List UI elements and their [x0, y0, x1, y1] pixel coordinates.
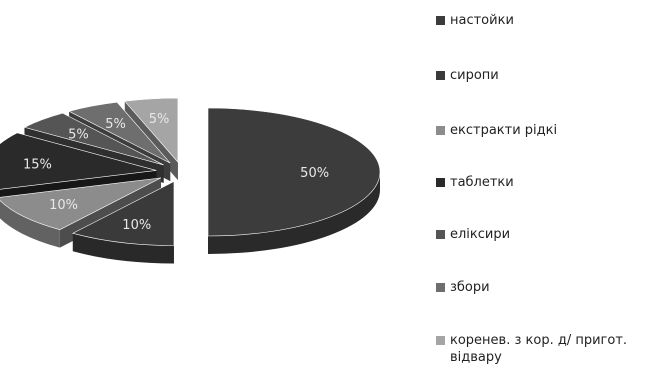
pie-slice-label: 5%	[105, 117, 126, 132]
legend-item-elixirs: еліксири	[436, 226, 655, 243]
pie-slice	[72, 181, 175, 246]
pie-slice-rim	[208, 172, 380, 254]
pie-slice	[68, 101, 171, 164]
pie-slice	[0, 177, 162, 230]
pie-slice-label: 50%	[300, 166, 329, 181]
legend-label: коренев. з кор. д/ пригот. відвару	[450, 333, 628, 365]
pie-slice-group: 50%	[207, 107, 381, 254]
legend-item-root-decoction: коренев. з кор. д/ пригот. відвару	[436, 332, 655, 366]
pie-slice-label: 10%	[122, 218, 151, 233]
legend-swatch	[436, 283, 445, 292]
legend-swatch	[436, 71, 445, 80]
pie-slice-rim	[72, 233, 174, 264]
legend-label: настойки	[450, 13, 514, 28]
legend-item-syrups: сиропи	[436, 67, 655, 84]
pie-slice	[23, 112, 164, 166]
pie-slice-label: 15%	[23, 157, 52, 172]
legend-label: еліксири	[450, 227, 511, 242]
legend-label: збори	[450, 280, 490, 295]
legend-label: екстракти рідкі	[450, 123, 558, 138]
legend-swatch	[436, 178, 445, 187]
pie-slice	[124, 97, 179, 163]
legend-swatch	[436, 230, 445, 239]
pie-slice-label: 5%	[149, 112, 170, 127]
pie-slice	[207, 107, 381, 237]
pie-slice	[0, 132, 157, 190]
legend-item-liquid-extracts: екстракти рідкі	[436, 122, 655, 139]
pie-slice-group: 10%	[72, 181, 175, 264]
legend-item-tinctures: настойки	[436, 12, 655, 29]
legend-item-herbal-collections: збори	[436, 279, 655, 296]
legend-swatch	[436, 336, 445, 345]
legend-swatch	[436, 16, 445, 25]
pie-slice-label: 10%	[49, 198, 78, 213]
legend-label: таблетки	[450, 175, 514, 190]
legend-item-tablets: таблетки	[436, 174, 655, 191]
legend-swatch	[436, 126, 445, 135]
chart-legend: настойки сиропи екстракти рідкі таблетки…	[436, 0, 661, 382]
pie-slice-label: 5%	[68, 127, 89, 142]
legend-label: сиропи	[450, 68, 499, 83]
